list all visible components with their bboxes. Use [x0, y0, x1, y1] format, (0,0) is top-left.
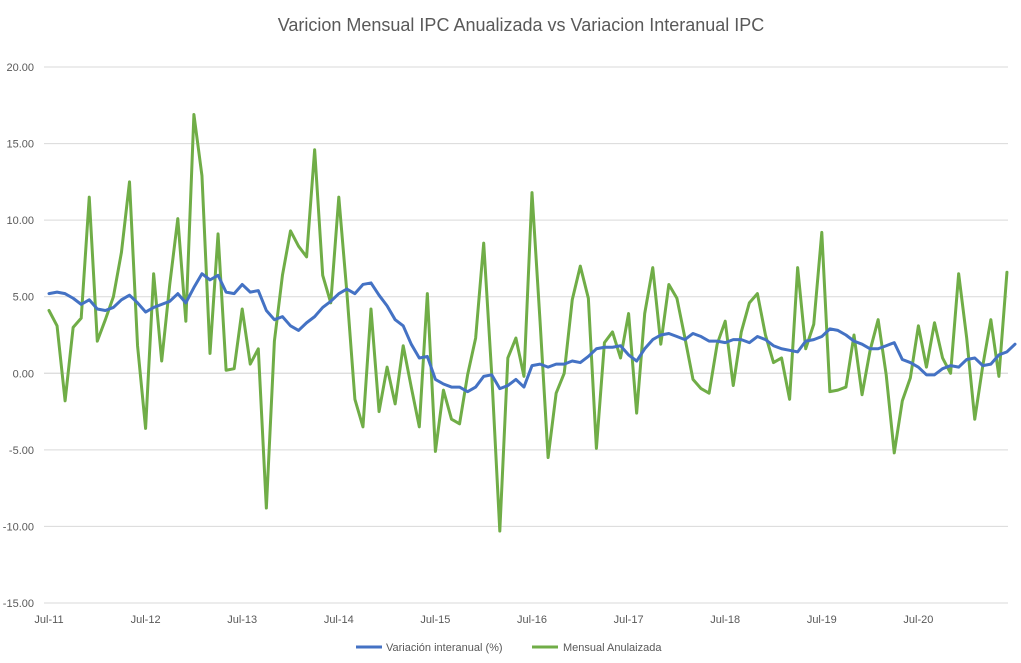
x-tick-label: Jul-16 [517, 614, 547, 626]
y-tick-label: -5.00 [9, 445, 34, 457]
y-tick-label: 0.00 [13, 368, 34, 380]
x-tick-label: Jul-18 [710, 614, 740, 626]
x-tick-label: Jul-15 [420, 614, 450, 626]
legend: Variación interanual (%) Mensual Anulaiza… [356, 642, 662, 654]
y-tick-label: 5.00 [13, 292, 34, 304]
x-tick-label: Jul-13 [227, 614, 257, 626]
x-tick-label: Jul-14 [324, 614, 354, 626]
x-axis-tick-labels: Jul-11 Jul-12 Jul-13 Jul-14 Jul-15 Jul-16 Jul-… [34, 614, 933, 626]
x-tick-label: Jul-19 [807, 614, 837, 626]
y-tick-label: -15.00 [3, 598, 34, 610]
x-tick-label: Jul-17 [614, 614, 644, 626]
series-line [47, 112, 1009, 533]
x-tick-label: Jul-11 [34, 614, 63, 626]
y-tick-label: 20.00 [6, 62, 34, 74]
chart-title: Varicion Mensual IPC Anualizada vs Varia… [278, 15, 765, 35]
y-tick-label: -10.00 [3, 521, 34, 533]
y-axis-tick-labels: -15.00 -10.00 -5.00 0.00 5.00 10.00 15.00 20.00 [3, 62, 34, 610]
x-tick-label: Jul-12 [131, 614, 161, 626]
legend-label: Mensual Anulaizada [563, 642, 662, 654]
x-tick-label: Jul-20 [903, 614, 933, 626]
series-line [47, 272, 1017, 394]
y-tick-label: 15.00 [6, 139, 34, 151]
y-tick-label: 10.00 [6, 215, 34, 227]
series-lines [47, 112, 1017, 533]
legend-label: Variación interanual (%) [386, 642, 503, 654]
